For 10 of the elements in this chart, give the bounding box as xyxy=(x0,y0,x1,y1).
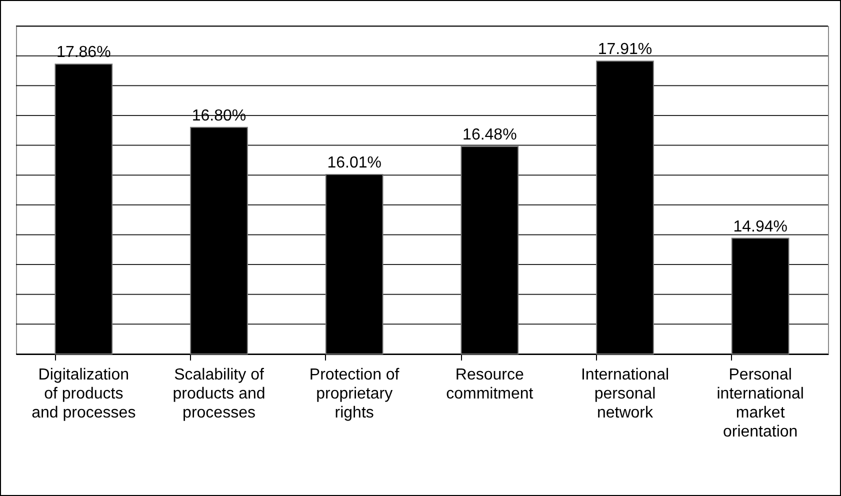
data-label: 16.01% xyxy=(327,154,382,172)
x-tick-label: Scalability of products and processes xyxy=(172,366,266,422)
x-tick-label: Resource commitment xyxy=(446,366,534,402)
x-tick-label: International personal network xyxy=(580,366,670,422)
data-label: 14.94% xyxy=(733,218,788,236)
x-tick-label: Digitalization of products and processes xyxy=(32,366,136,422)
data-label: 16.48% xyxy=(462,126,517,144)
data-label: 17.91% xyxy=(598,41,652,58)
x-tick-label: Protection of proprietary rights xyxy=(309,366,400,422)
x-tick-label: Personal international market orientation xyxy=(716,366,804,440)
